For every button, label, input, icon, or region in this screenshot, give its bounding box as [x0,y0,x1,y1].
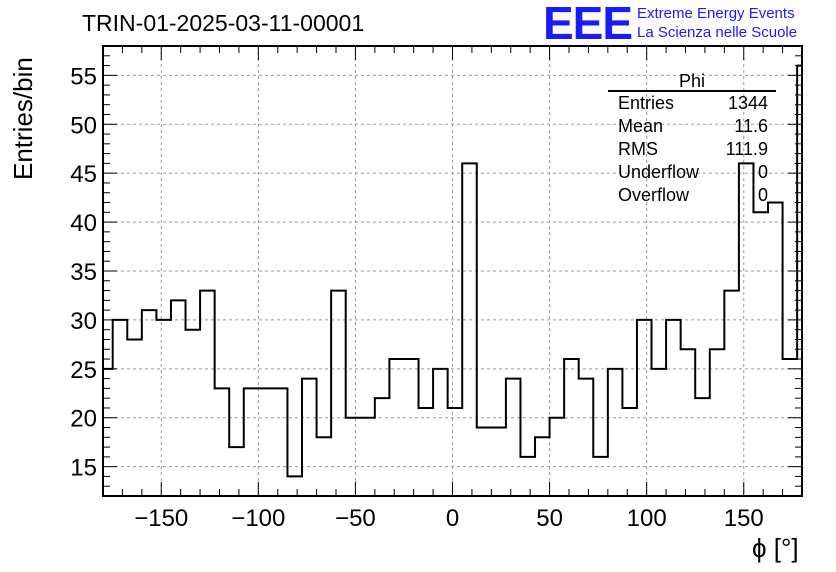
stats-row-rms: RMS 111.9 [608,138,778,161]
y-tick-label: 50 [70,112,97,139]
stats-value: 0 [757,162,768,182]
stats-row-overflow: Overflow 0 [608,184,778,207]
x-tick-label: 100 [627,505,667,532]
y-tick-label: 40 [70,210,97,237]
y-tick-label: 55 [70,63,97,90]
y-tick-label: 20 [70,406,97,433]
stats-title: Phi [608,72,776,92]
y-tick-label: 35 [70,259,97,286]
stats-row-underflow: Underflow 0 [608,161,778,184]
stats-label: Underflow [618,162,700,182]
y-tick-label: 30 [70,308,97,335]
x-axis-label: ϕ [°] [752,533,799,563]
stats-value: 1344 [727,93,768,113]
y-axis-label: Entries/bin [8,57,38,180]
stats-row-mean: Mean 11.6 [608,115,778,138]
logo-line-2: La Scienza nelle Scuole [637,24,798,41]
stats-label: Entries [618,93,675,113]
x-tick-label: −150 [134,505,188,532]
stats-row-entries: Entries 1344 [608,92,778,115]
stats-value: 0 [757,185,768,205]
stats-label: RMS [618,139,658,159]
y-tick-label: 45 [70,161,97,188]
stats-box: Phi Entries 1344 Mean 11.6 RMS 111.9 Und… [608,72,778,207]
logo-caption: Extreme Energy Events La Scienza nelle S… [637,4,797,42]
x-tick-label: 0 [446,505,459,532]
stats-value: 11.6 [734,116,768,136]
histogram-line [103,64,802,478]
stats-label: Mean [618,116,664,136]
eee-logo: EEE [543,0,633,49]
x-tick-label: 50 [536,505,563,532]
y-tick-label: 25 [70,357,97,384]
x-tick-label: −100 [231,505,285,532]
logo-line-1: Extreme Energy Events [637,5,795,22]
stats-label: Overflow [618,185,690,205]
y-tick-label: 15 [70,455,97,482]
x-tick-label: −50 [335,505,376,532]
x-tick-label: 150 [724,505,764,532]
plot-title: TRIN-01-2025-03-11-00001 [82,10,365,36]
stats-value: 111.9 [725,139,768,159]
